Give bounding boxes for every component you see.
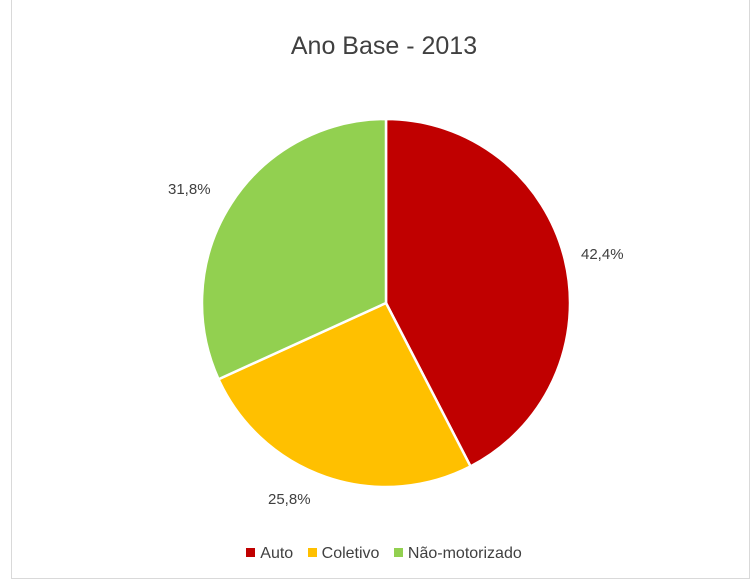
slice-label-auto: 42,4% bbox=[581, 246, 624, 263]
pie-slice-auto bbox=[384, 117, 572, 468]
slice-label-nao-motorizado: 31,8% bbox=[168, 181, 211, 198]
legend-swatch-auto bbox=[246, 548, 256, 558]
legend-item-auto: Auto bbox=[246, 545, 293, 563]
legend-label-coletivo: Coletivo bbox=[321, 545, 380, 562]
legend: Auto Coletivo Não-motorizado bbox=[0, 545, 750, 563]
legend-item-nao-motorizado: Não-motorizado bbox=[393, 545, 522, 563]
slice-label-coletivo: 25,8% bbox=[268, 491, 311, 508]
legend-label-nao-motorizado: Não-motorizado bbox=[407, 545, 522, 562]
legend-item-coletivo: Coletivo bbox=[307, 545, 380, 563]
legend-label-auto: Auto bbox=[260, 545, 294, 562]
pie-slice-n-o-motorizado bbox=[200, 117, 388, 381]
chart-title: Ano Base - 2013 bbox=[290, 32, 478, 60]
legend-swatch-nao-motorizado bbox=[393, 548, 403, 558]
legend-swatch-coletivo bbox=[307, 548, 317, 558]
pie-slice-coletivo bbox=[217, 301, 472, 489]
